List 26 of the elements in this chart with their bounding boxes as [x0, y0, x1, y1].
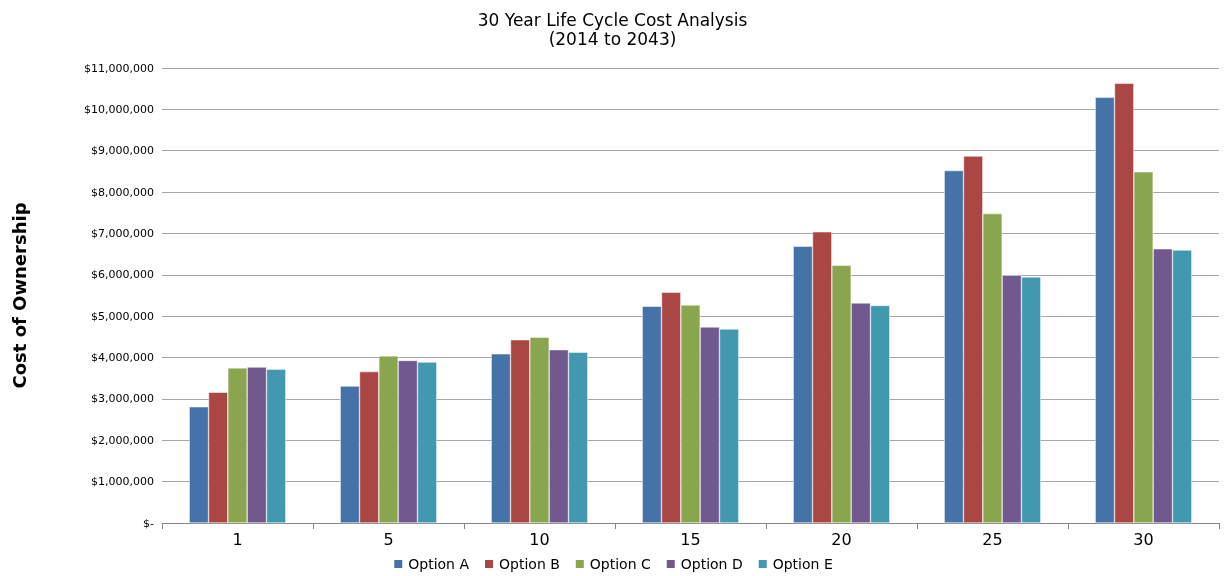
x-tick-label: 15 — [680, 529, 701, 549]
legend-label: Option B — [499, 556, 560, 572]
y-tick-label: $5,000,000 — [91, 309, 154, 323]
x-tick-label: 30 — [1133, 529, 1154, 549]
y-tick-label: $4,000,000 — [91, 351, 154, 365]
y-tick-label: $6,000,000 — [91, 268, 154, 282]
y-tick-label: $1,000,000 — [91, 475, 154, 489]
y-tick-label: $7,000,000 — [91, 226, 154, 240]
legend-label: Option C — [589, 556, 651, 572]
y-tick-label: $11,000,000 — [84, 61, 154, 75]
x-tick-label: 1 — [232, 529, 243, 549]
y-tick-label: $- — [143, 516, 155, 530]
legend-label: Option D — [680, 556, 743, 572]
y-tick-label: $9,000,000 — [91, 144, 154, 158]
y-tick-label: $2,000,000 — [91, 433, 154, 447]
x-tick-label: 25 — [982, 529, 1003, 549]
y-tick-label: $8,000,000 — [91, 185, 154, 199]
x-tick-label: 10 — [529, 529, 550, 549]
y-tick-label: $10,000,000 — [84, 102, 154, 116]
y-axis-title: Cost of Ownership — [8, 202, 30, 389]
x-tick-label: 20 — [831, 529, 852, 549]
y-tick-label: $3,000,000 — [91, 392, 154, 406]
legend-label: Option A — [408, 556, 470, 572]
legend-label: Option E — [772, 556, 833, 572]
x-tick-label: 5 — [383, 529, 394, 549]
chart-title: 30 Year Life Cycle Cost Analysis — [477, 9, 748, 30]
